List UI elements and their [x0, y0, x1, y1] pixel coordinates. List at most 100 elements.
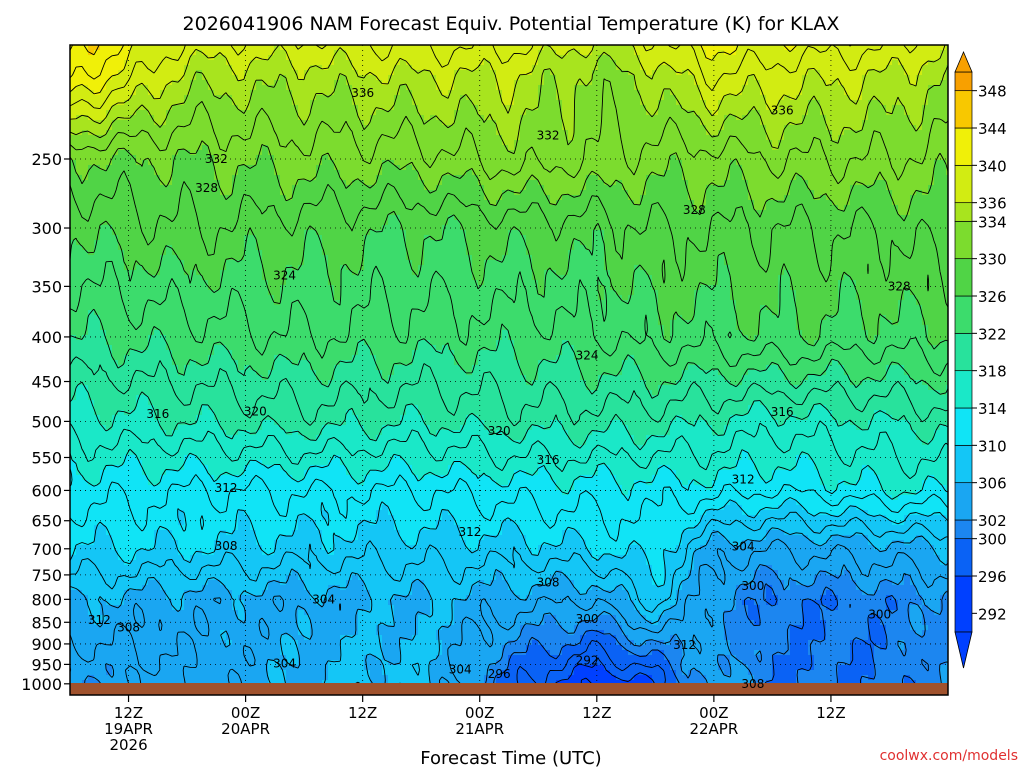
field-cell [640, 155, 647, 161]
field-cell [304, 45, 311, 51]
field-cell [886, 70, 893, 76]
field-cell [232, 135, 239, 141]
field-cell [748, 55, 755, 61]
field-cell [490, 135, 497, 141]
field-cell [502, 160, 509, 166]
field-cell [124, 150, 131, 156]
field-cell [508, 140, 515, 146]
field-cell [586, 55, 593, 61]
field-cell [280, 135, 287, 141]
field-cell [466, 95, 473, 101]
field-cell [580, 105, 587, 111]
field-cell [664, 80, 671, 86]
field-cell [100, 150, 107, 156]
field-cell [454, 105, 461, 111]
field-cell [376, 160, 383, 166]
field-cell [106, 70, 113, 76]
field-cell [250, 110, 257, 116]
field-cell [466, 65, 473, 71]
field-cell [520, 50, 527, 56]
field-cell [106, 75, 113, 81]
field-cell [262, 85, 269, 91]
field-cell [202, 50, 209, 56]
field-cell [436, 135, 443, 141]
field-cell [382, 135, 389, 141]
field-cell [664, 90, 671, 96]
field-cell [880, 95, 887, 101]
field-cell [340, 90, 347, 96]
field-cell [136, 180, 143, 186]
field-cell [508, 125, 515, 131]
field-cell [328, 155, 335, 161]
field-cell [562, 155, 569, 161]
field-cell [418, 100, 425, 106]
field-cell [724, 135, 731, 141]
field-cell [658, 45, 665, 51]
field-cell [892, 160, 899, 166]
field-cell [898, 125, 905, 131]
field-cell [280, 205, 287, 211]
field-cell [322, 70, 329, 76]
field-cell [76, 85, 83, 91]
field-cell [922, 175, 929, 181]
field-cell [430, 100, 437, 106]
field-cell [898, 45, 905, 51]
field-cell [784, 150, 791, 156]
field-cell [250, 180, 257, 186]
field-cell [130, 175, 137, 181]
field-cell [406, 45, 413, 51]
field-cell [568, 150, 575, 156]
field-cell [190, 110, 197, 116]
field-cell [628, 190, 635, 196]
field-cell [754, 100, 761, 106]
field-cell [220, 105, 227, 111]
field-cell [220, 55, 227, 61]
field-cell [364, 200, 371, 206]
field-cell [292, 60, 299, 66]
field-cell [466, 45, 473, 51]
field-cell [718, 75, 725, 81]
field-cell [346, 90, 353, 96]
field-cell [460, 115, 467, 121]
field-cell [484, 50, 491, 56]
field-cell [868, 200, 875, 206]
field-cell [694, 45, 701, 51]
field-cell [460, 135, 467, 141]
field-cell [838, 155, 845, 161]
field-cell [466, 195, 473, 201]
field-cell [148, 60, 155, 66]
field-cell [214, 140, 221, 146]
field-cell [820, 210, 827, 216]
field-cell [670, 210, 677, 216]
field-cell [526, 75, 533, 81]
field-cell [136, 135, 143, 141]
field-cell [208, 210, 215, 216]
field-cell [550, 100, 557, 106]
field-cell [334, 185, 341, 191]
field-cell [916, 85, 923, 91]
field-cell [586, 155, 593, 161]
field-cell [316, 155, 323, 161]
field-cell [364, 195, 371, 201]
field-cell [934, 170, 941, 176]
field-cell [832, 85, 839, 91]
field-cell [850, 120, 857, 126]
field-cell [418, 75, 425, 81]
field-cell [586, 65, 593, 71]
field-cell [862, 155, 869, 161]
field-cell [274, 130, 281, 136]
field-cell [700, 155, 707, 161]
field-cell [718, 95, 725, 101]
field-cell [628, 110, 635, 116]
field-cell [892, 145, 899, 151]
field-cell [100, 95, 107, 101]
field-cell [640, 55, 647, 61]
field-cell [82, 105, 89, 111]
field-cell [382, 175, 389, 181]
field-cell [154, 195, 161, 201]
field-cell [886, 130, 893, 136]
field-cell [910, 120, 917, 126]
field-cell [466, 190, 473, 196]
field-cell [850, 75, 857, 81]
field-cell [748, 60, 755, 66]
